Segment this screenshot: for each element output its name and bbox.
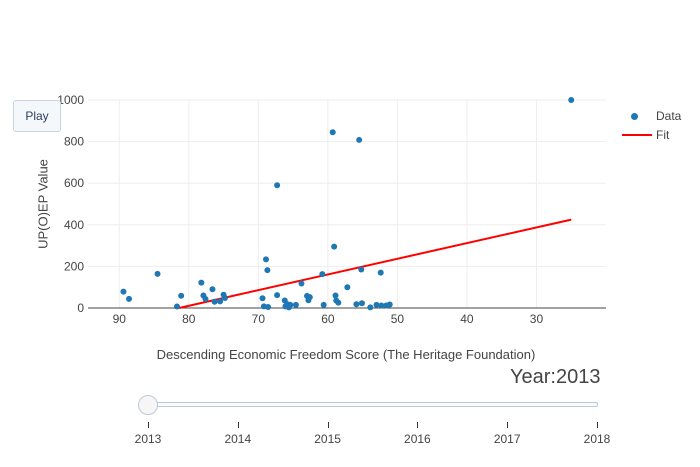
data-point bbox=[126, 295, 133, 302]
slider-tick bbox=[237, 422, 239, 428]
data-point bbox=[274, 292, 281, 299]
data-point bbox=[335, 299, 342, 306]
x-tick-label: 50 bbox=[391, 312, 405, 326]
legend-item-fit[interactable]: Fit bbox=[620, 125, 681, 144]
data-point bbox=[568, 97, 575, 103]
data-point bbox=[319, 271, 326, 278]
slider-tick bbox=[597, 422, 598, 428]
play-button[interactable]: Play bbox=[13, 100, 61, 132]
slider-tick bbox=[507, 422, 509, 428]
data-point bbox=[292, 301, 299, 308]
y-tick-label: 0 bbox=[77, 301, 84, 315]
data-point bbox=[320, 301, 327, 308]
axes: 0 200 400 600 800 1000 90 80 70 60 50 40 30 bbox=[57, 93, 606, 326]
year-slider-track[interactable] bbox=[146, 402, 598, 407]
data-point bbox=[353, 301, 360, 308]
data-point bbox=[173, 303, 180, 310]
legend-label-fit: Fit bbox=[656, 127, 670, 142]
slider-tick bbox=[148, 422, 149, 428]
data-point bbox=[262, 256, 269, 263]
data-point bbox=[332, 292, 339, 299]
data-point bbox=[221, 295, 228, 302]
data-point bbox=[298, 280, 305, 287]
slider-year-label[interactable]: 2015 bbox=[314, 432, 341, 446]
data-point bbox=[198, 279, 205, 286]
data-point bbox=[358, 300, 365, 307]
data-point bbox=[344, 284, 351, 291]
data-point bbox=[356, 136, 363, 143]
data-point bbox=[120, 288, 127, 295]
data-point bbox=[331, 243, 338, 250]
data-point bbox=[154, 270, 161, 277]
data-point bbox=[259, 295, 266, 302]
data-points bbox=[120, 97, 575, 311]
current-year-label: Year:2013 bbox=[510, 366, 601, 388]
data-point bbox=[274, 182, 281, 189]
legend-marker-data bbox=[620, 110, 654, 122]
legend: Data Fit bbox=[620, 106, 681, 144]
data-point bbox=[329, 129, 336, 136]
x-tick-label: 80 bbox=[182, 312, 196, 326]
grid-lines bbox=[88, 99, 606, 308]
slider-year-label[interactable]: 2016 bbox=[404, 432, 431, 446]
legend-item-data[interactable]: Data bbox=[620, 106, 681, 125]
fit-line bbox=[178, 218, 572, 309]
data-point bbox=[217, 298, 224, 305]
y-tick-label: 200 bbox=[64, 259, 84, 273]
legend-label-data: Data bbox=[656, 108, 682, 123]
year-slider-handle[interactable] bbox=[138, 395, 158, 415]
y-axis-title: UP(O)EP Value bbox=[35, 159, 51, 249]
slider-year-label[interactable]: 2018 bbox=[583, 432, 611, 446]
slider-year-label[interactable]: 2013 bbox=[134, 432, 162, 446]
x-tick-label: 70 bbox=[252, 312, 266, 326]
y-tick-label: 1000 bbox=[57, 93, 84, 107]
data-point bbox=[358, 266, 365, 273]
y-tick-label: 600 bbox=[64, 176, 84, 190]
data-point bbox=[367, 304, 374, 311]
data-point bbox=[386, 301, 393, 308]
slider-year-label[interactable]: 2014 bbox=[224, 432, 252, 446]
data-point bbox=[306, 294, 313, 301]
slider-tick bbox=[327, 422, 329, 428]
data-point bbox=[211, 298, 218, 305]
slider-year-label[interactable]: 2017 bbox=[493, 432, 521, 446]
data-point bbox=[264, 267, 271, 274]
data-point bbox=[265, 303, 272, 310]
data-point bbox=[209, 286, 216, 293]
fit-line-layer bbox=[178, 218, 572, 309]
data-point bbox=[178, 292, 185, 299]
x-tick-label: 90 bbox=[113, 312, 127, 326]
data-point bbox=[202, 296, 209, 303]
data-point bbox=[377, 269, 384, 276]
data-point bbox=[373, 301, 380, 308]
y-tick-label: 800 bbox=[64, 135, 84, 149]
x-axis-title: Descending Economic Freedom Score (The H… bbox=[156, 347, 536, 362]
data-point bbox=[287, 301, 294, 308]
x-tick-label: 40 bbox=[460, 312, 474, 326]
slider-tick bbox=[417, 422, 419, 428]
y-tick-label: 400 bbox=[64, 218, 84, 232]
data-point bbox=[378, 302, 385, 309]
x-tick-label: 60 bbox=[321, 312, 335, 326]
legend-marker-fit bbox=[620, 129, 654, 141]
x-tick-label: 30 bbox=[530, 312, 544, 326]
